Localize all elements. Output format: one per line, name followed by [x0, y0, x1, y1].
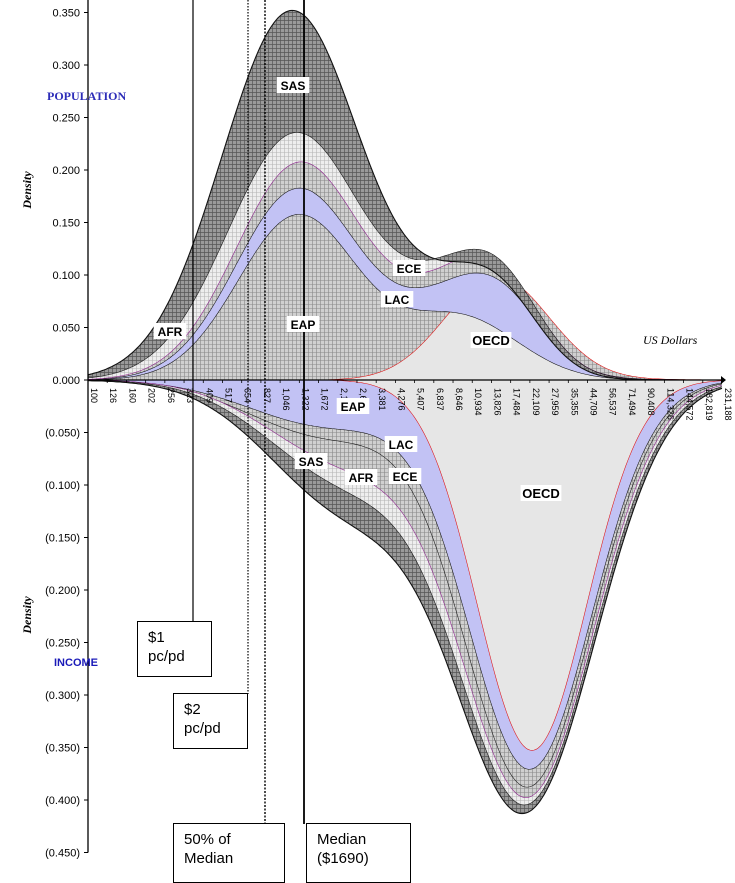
x-tick-label: 22,109	[531, 388, 541, 416]
label-inc-afr-bg	[344, 469, 378, 485]
x-tick-label: 90,408	[646, 388, 656, 416]
label-inc-ece-bg	[388, 468, 422, 484]
x-tick-label: 231,188	[723, 388, 733, 421]
label-pop-oecd-bg	[470, 332, 512, 348]
x-tick-label: 5,407	[416, 388, 426, 411]
y-tick-label: 0.150	[52, 218, 80, 230]
ref-box-1-dollar: $1 pc/pd	[137, 621, 212, 677]
label-inc-sas-bg	[294, 453, 328, 469]
x-tick-label: 44,709	[589, 388, 599, 416]
income-line-sas	[88, 380, 723, 815]
ref-box-2-dollar: $2 pc/pd	[173, 693, 248, 749]
y-tick-label: 0.250	[52, 113, 80, 125]
x-tick-label: 13,826	[492, 388, 502, 416]
label-inc-oecd: OECD	[522, 486, 560, 501]
label-pop-afr: AFR	[158, 325, 183, 339]
label-inc-eap-bg	[336, 398, 370, 414]
y-tick-label: (0.150)	[45, 533, 80, 545]
y-tick-label: (0.450)	[45, 848, 80, 860]
income-band-oecd	[88, 380, 722, 751]
y-tick-label: (0.200)	[45, 585, 80, 597]
x-tick-label: 182,819	[704, 388, 714, 421]
label-pop-oecd: OECD	[472, 333, 510, 348]
y-tick-label: 0.050	[52, 323, 80, 335]
x-tick-label: 8,646	[454, 388, 464, 411]
x-tick-label: 202	[147, 388, 157, 403]
label-inc-lac-bg	[384, 436, 418, 452]
x-tick-label: 6,837	[435, 388, 445, 411]
x-tick-label: 10,934	[473, 388, 483, 416]
y-axis-label-top: Density	[20, 171, 34, 210]
y-tick-label: 0.000	[52, 375, 80, 387]
population-band-eap	[88, 214, 722, 380]
y-tick-label: 0.200	[52, 165, 80, 177]
label-pop-ece-bg	[392, 260, 426, 276]
label-inc-lac: LAC	[389, 438, 414, 452]
x-tick-label: 100	[89, 388, 99, 403]
population-line-sas	[87, 9, 722, 381]
x-tick-label: 27,959	[550, 388, 560, 416]
label-inc-sas: SAS	[299, 455, 324, 469]
x-tick-label: 4,276	[396, 388, 406, 411]
x-tick-label: 654	[243, 388, 253, 403]
x-tick-label: 3,381	[377, 388, 387, 411]
x-tick-label: 323	[185, 388, 195, 403]
x-tick-label: 409	[204, 388, 214, 403]
x-tick-label: 17,484	[512, 388, 522, 416]
x-axis-label: US Dollars	[643, 333, 698, 347]
population-title: POPULATION	[47, 89, 126, 103]
ref-box-50-median: 50% of Median	[173, 823, 285, 883]
x-tick-label: 256	[166, 388, 176, 403]
y-tick-label: (0.400)	[45, 795, 80, 807]
y-tick-label: 0.350	[52, 8, 80, 20]
income-band-eap	[88, 380, 722, 788]
label-pop-sas-bg	[276, 77, 310, 93]
population-band-sas	[88, 10, 722, 381]
x-tick-label: 71,494	[627, 388, 637, 416]
label-inc-ece: ECE	[393, 470, 418, 484]
ref-box-median: Median ($1690)	[306, 823, 411, 883]
y-tick-label: (0.050)	[45, 428, 80, 440]
x-tick-label: 827	[262, 388, 272, 403]
label-pop-eap-bg	[286, 316, 320, 332]
y-tick-label: (0.300)	[45, 690, 80, 702]
y-tick-label: (0.350)	[45, 743, 80, 755]
label-pop-lac: LAC	[385, 293, 410, 307]
y-tick-label: (0.100)	[45, 480, 80, 492]
y-tick-label: 0.300	[52, 60, 80, 72]
label-pop-eap: EAP	[291, 318, 316, 332]
label-inc-eap: EAP	[341, 400, 366, 414]
label-pop-ece: ECE	[397, 262, 422, 276]
x-tick-label: 35,355	[569, 388, 579, 416]
x-tick-label: 1,672	[320, 388, 330, 411]
x-tick-label: 1,046	[281, 388, 291, 411]
label-inc-afr: AFR	[349, 471, 374, 485]
income-band-lac	[88, 380, 722, 770]
income-title: INCOME	[54, 657, 98, 669]
label-pop-afr-bg	[153, 323, 187, 339]
label-inc-oecd-bg	[520, 485, 562, 501]
y-tick-label: (0.250)	[45, 638, 80, 650]
x-tick-label: 114,326	[665, 388, 675, 420]
label-pop-sas: SAS	[281, 79, 306, 93]
x-tick-label: 56,537	[608, 388, 618, 416]
x-tick-label: 1,322	[300, 388, 310, 411]
income-line-lac	[88, 379, 723, 771]
x-tick-label: 126	[108, 388, 118, 403]
label-pop-lac-bg	[380, 291, 414, 307]
y-tick-label: 0.100	[52, 270, 80, 282]
y-axis-label-bottom: Density	[20, 596, 34, 635]
x-tick-label: 517	[223, 388, 233, 403]
x-tick-label: 160	[127, 388, 137, 403]
x-tick-label: 144,572	[685, 388, 695, 421]
